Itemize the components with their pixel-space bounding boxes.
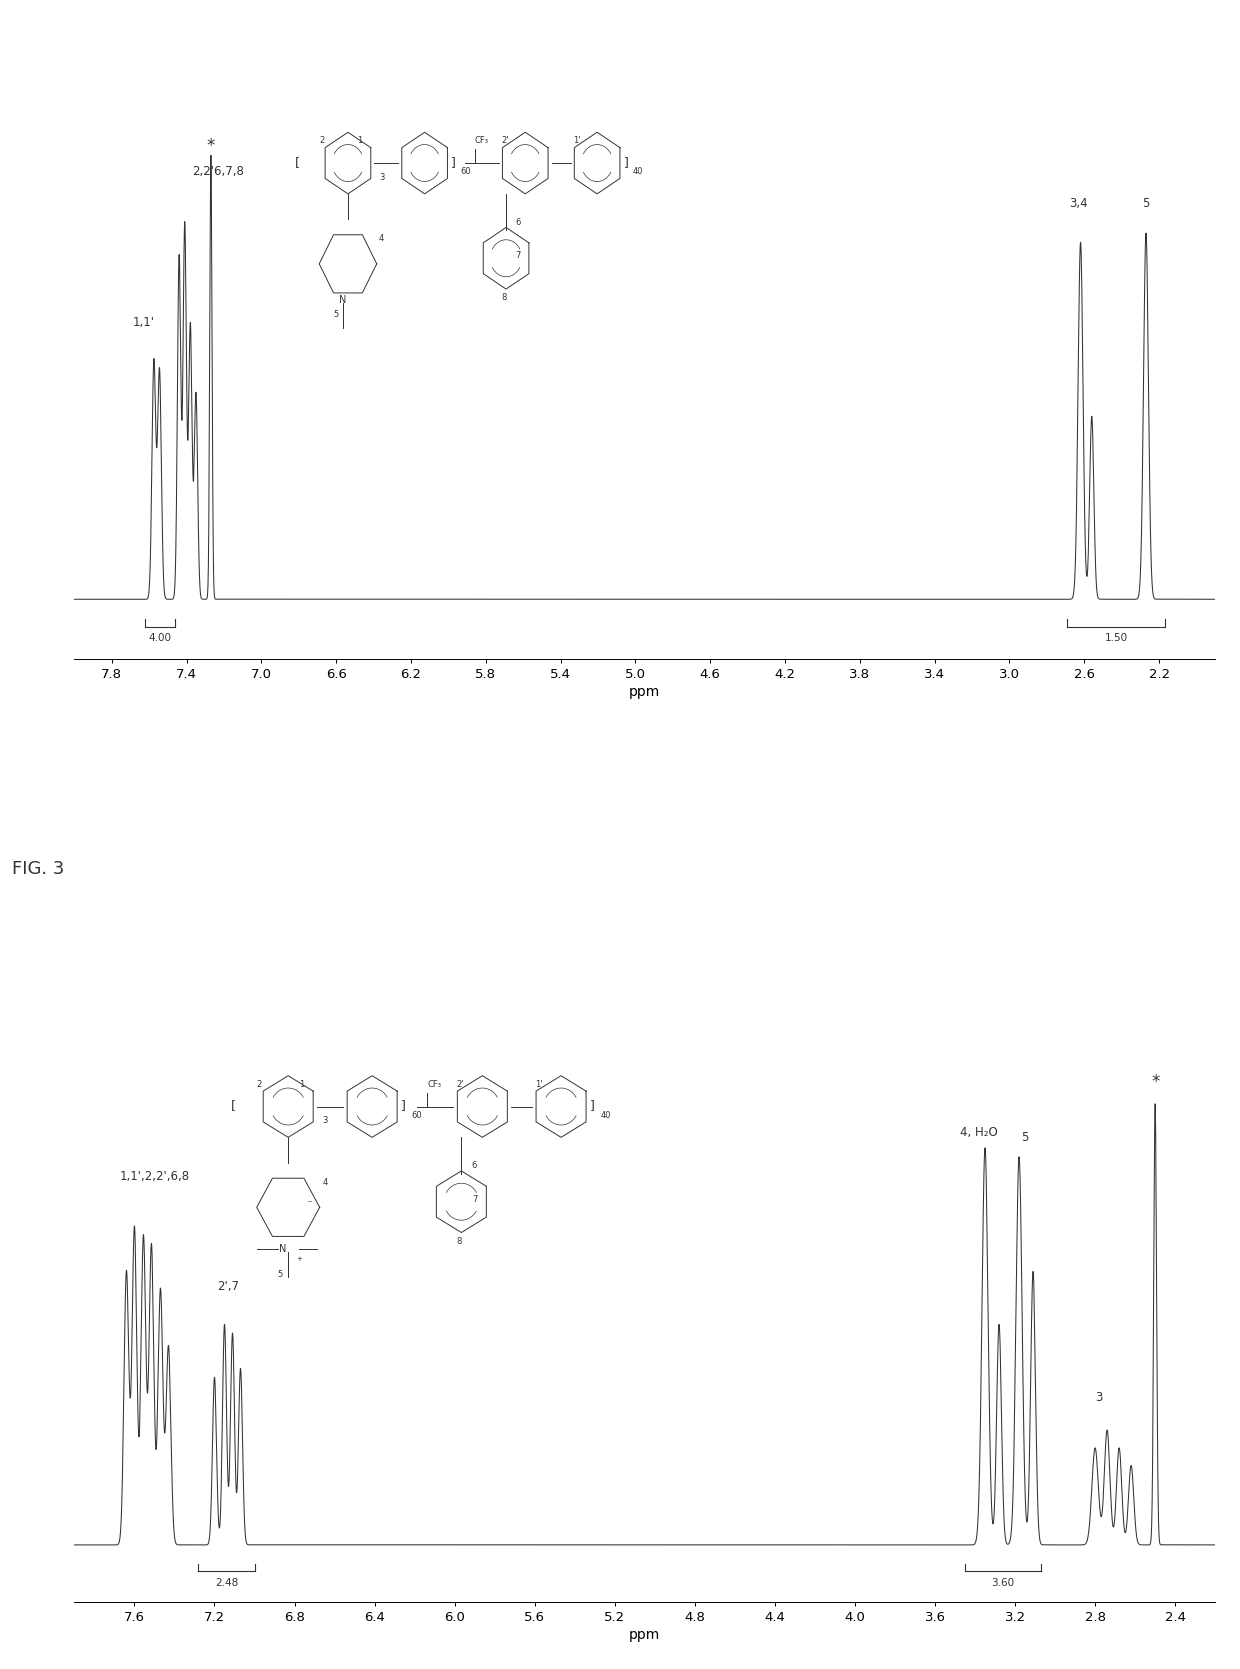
Text: FIG. 3: FIG. 3 [11,860,64,878]
Text: 4.00: 4.00 [149,633,172,643]
Text: 1,1',2,2',6,8: 1,1',2,2',6,8 [119,1170,190,1183]
Text: *: * [207,137,215,155]
Text: 2,2'6,7,8: 2,2'6,7,8 [192,165,244,179]
Text: *: * [1151,1073,1159,1090]
Text: 3: 3 [1095,1390,1102,1404]
Text: 5: 5 [1022,1130,1029,1143]
Text: 1,1': 1,1' [133,315,155,329]
X-axis label: ppm: ppm [629,1629,661,1642]
Text: 4, H₂O: 4, H₂O [960,1127,998,1140]
X-axis label: ppm: ppm [629,684,661,699]
Text: 2.48: 2.48 [215,1577,238,1587]
Text: 3.60: 3.60 [992,1577,1014,1587]
Text: 3,4: 3,4 [1069,197,1087,210]
Text: 5: 5 [1142,197,1149,210]
Text: 2',7: 2',7 [217,1280,239,1293]
Text: 1.50: 1.50 [1105,633,1127,643]
